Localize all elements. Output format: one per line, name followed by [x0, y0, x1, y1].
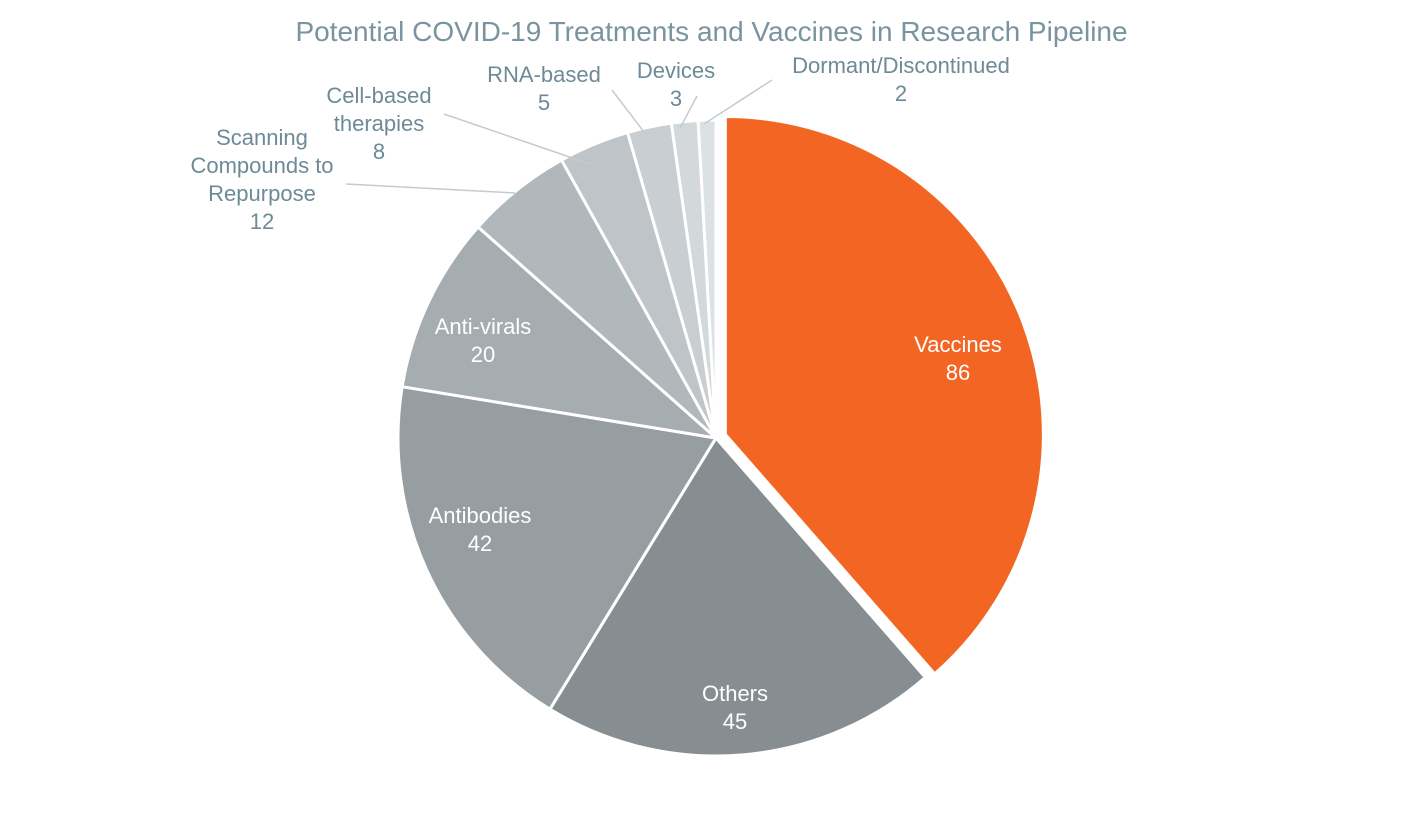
leader-line-cell-based-therapies: [443, 113, 591, 165]
leader-line-devices: [679, 95, 698, 129]
data-label-anti-virals: Anti-virals 20: [435, 314, 532, 367]
data-label-rna-based: RNA-based 5: [487, 62, 601, 115]
pie-slice-antibodies: [396, 385, 718, 711]
pie-slice-vaccines: [723, 114, 1045, 676]
data-label-dormant-discontinued: Dormant/Discontinued 2: [792, 53, 1010, 106]
pie-slice-others: [548, 436, 927, 758]
data-label-scanning-compounds-to-repurpose: Scanning Compounds to Repurpose 12: [190, 125, 333, 234]
leader-line-rna-based: [611, 89, 645, 133]
data-label-antibodies: Antibodies 42: [429, 503, 532, 556]
leader-line-dormant-discontinued: [703, 79, 773, 125]
pie-slice-dormant-discontinued: [696, 118, 718, 440]
data-label-vaccines: Vaccines 86: [914, 332, 1002, 385]
chart-title: Potential COVID-19 Treatments and Vaccin…: [295, 16, 1128, 47]
pie-slice-anti-virals: [400, 225, 718, 440]
data-label-cell-based-therapies: Cell-based therapies 8: [326, 83, 431, 164]
data-label-others: Others 45: [702, 681, 768, 734]
data-label-devices: Devices 3: [637, 58, 715, 111]
leader-line-scanning-compounds-to-repurpose: [345, 183, 516, 194]
